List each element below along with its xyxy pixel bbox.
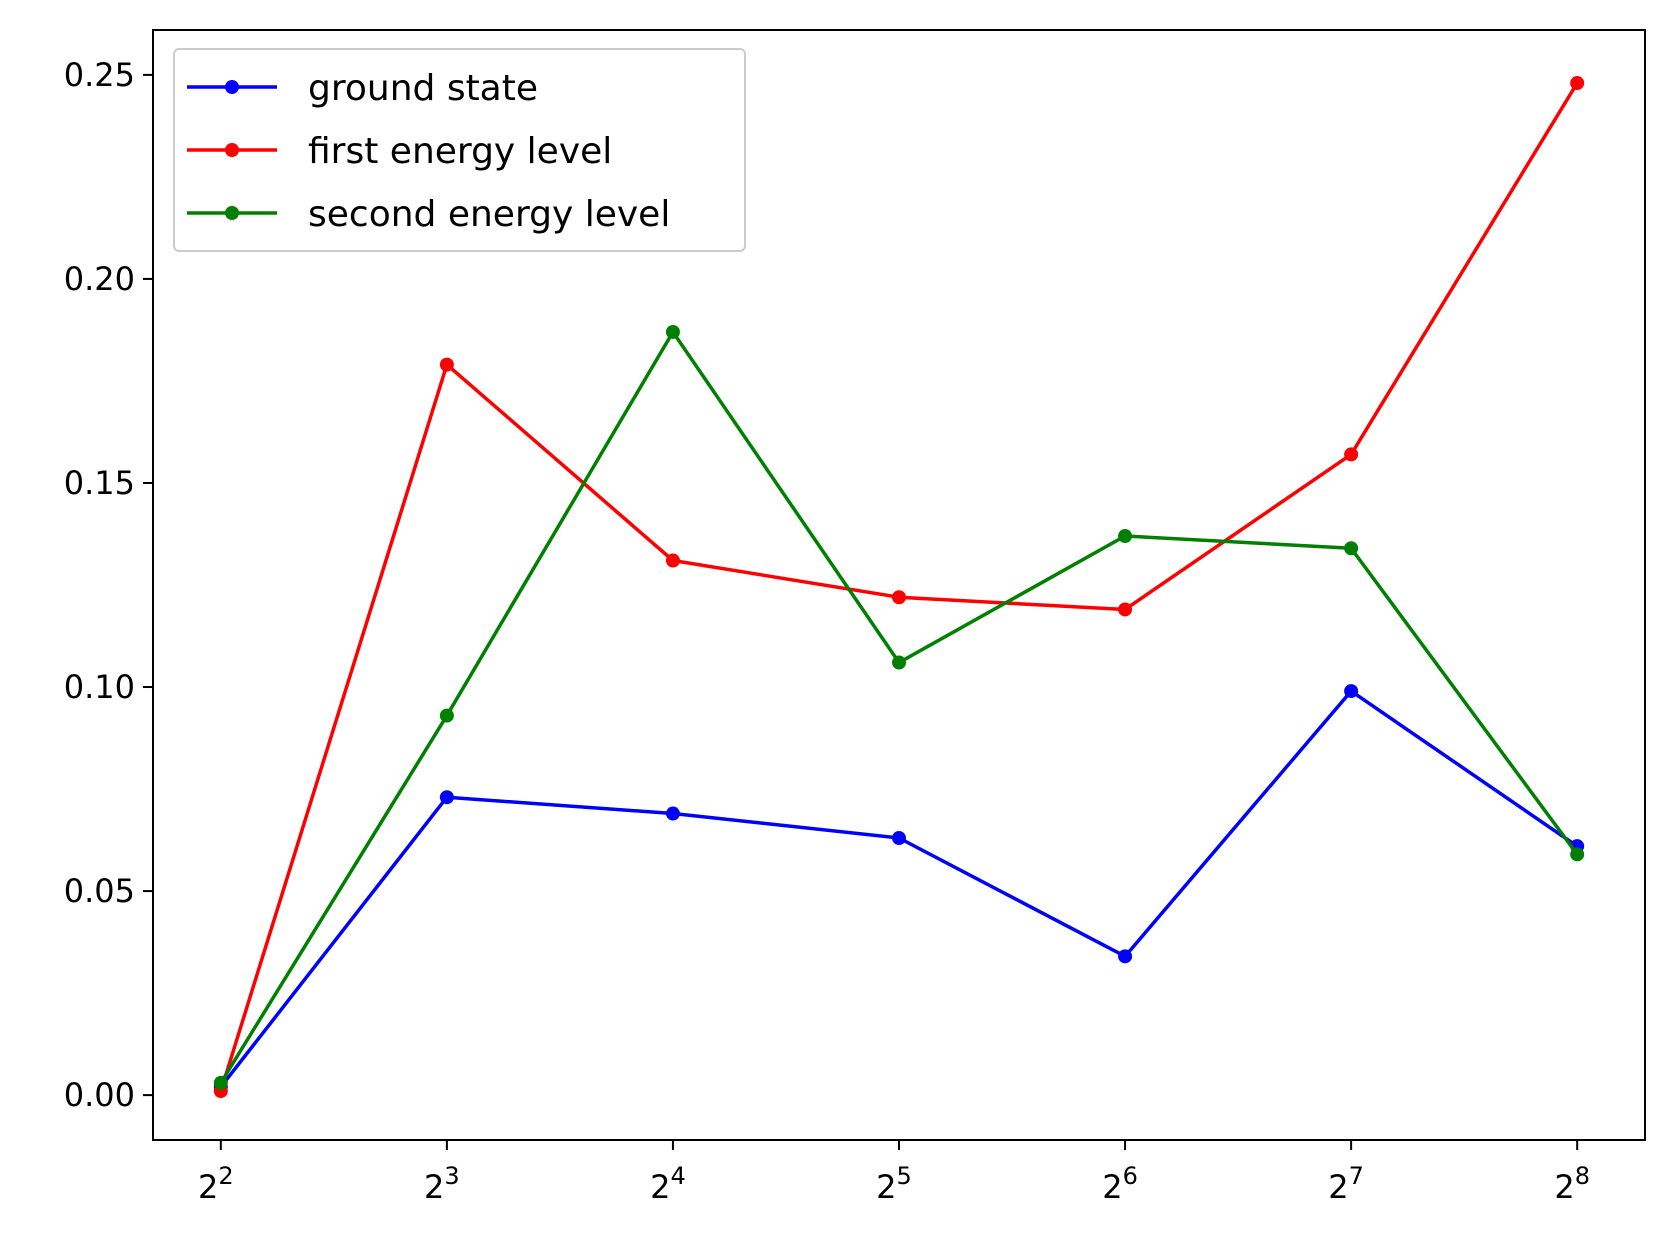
data-point-second-energy-level [892,655,906,670]
data-point-first-energy-level [439,357,454,372]
legend-marker [225,80,239,94]
legend-box [173,48,746,252]
x-tick-base: 2 [876,1168,896,1206]
legend-item-second-energy-level: second energy level [187,194,670,235]
legend-item-ground-state: ground state [187,68,538,109]
y-axis: 0.00 0.05 0.10 0.15 0.20 0.25 [64,56,153,1114]
y-tick-label: 0.20 [64,260,135,298]
legend-label: ground state [308,68,538,109]
x-tick-exponent: 8 [1575,1162,1590,1190]
x-tick-base: 2 [1328,1168,1348,1206]
x-tick-label: 28 [1554,1162,1590,1206]
data-point-ground-state [1118,949,1133,964]
data-point-second-energy-level [1344,541,1359,556]
data-point-second-energy-level [1570,847,1585,862]
x-tick-label: 27 [1328,1162,1364,1206]
x-tick-label: 24 [650,1162,686,1206]
y-tick-label: 0.05 [64,872,135,910]
x-tick-base: 2 [424,1168,444,1206]
data-point-ground-state [1344,684,1359,699]
x-tick-exponent: 3 [444,1162,459,1190]
data-point-first-energy-level [665,553,680,568]
data-point-first-energy-level [892,590,906,605]
data-point-first-energy-level [1344,447,1359,462]
x-tick-exponent: 7 [1349,1162,1364,1190]
data-point-second-energy-level [213,1075,228,1090]
y-tick-label: 0.00 [64,1076,135,1114]
y-tick-label: 0.25 [64,56,135,94]
data-point-second-energy-level [665,324,680,339]
legend-marker [225,206,239,220]
x-tick-label: 26 [1102,1162,1138,1206]
x-tick-base: 2 [198,1168,218,1206]
legend-label: second energy level [308,194,670,235]
x-tick-label: 22 [198,1162,234,1206]
legend: ground state first energy level second ene… [173,48,746,252]
legend-item-first-energy-level: first energy level [187,131,612,172]
data-point-first-energy-level [1118,602,1133,617]
series-second-energy-level [213,324,1585,1090]
x-tick-base: 2 [650,1168,670,1206]
x-tick-base: 2 [1554,1168,1574,1206]
x-axis: 22 23 24 25 26 27 28 [198,1140,1590,1206]
legend-label: first energy level [308,131,612,172]
x-tick-exponent: 2 [218,1162,233,1190]
x-tick-exponent: 6 [1123,1162,1138,1190]
data-point-ground-state [892,831,906,846]
y-tick-label: 0.15 [64,464,135,502]
data-point-second-energy-level [1118,529,1133,544]
data-point-second-energy-level [439,708,454,723]
data-point-first-energy-level [1570,76,1585,91]
x-tick-base: 2 [1102,1168,1122,1206]
y-tick-label: 0.10 [64,668,135,706]
x-tick-exponent: 5 [897,1162,912,1190]
x-tick-label: 25 [876,1162,912,1206]
data-point-ground-state [665,806,680,821]
x-tick-label: 23 [424,1162,460,1206]
legend-marker [225,143,239,157]
data-point-ground-state [439,790,454,805]
x-tick-exponent: 4 [670,1162,685,1190]
series-layer [213,76,1585,1099]
